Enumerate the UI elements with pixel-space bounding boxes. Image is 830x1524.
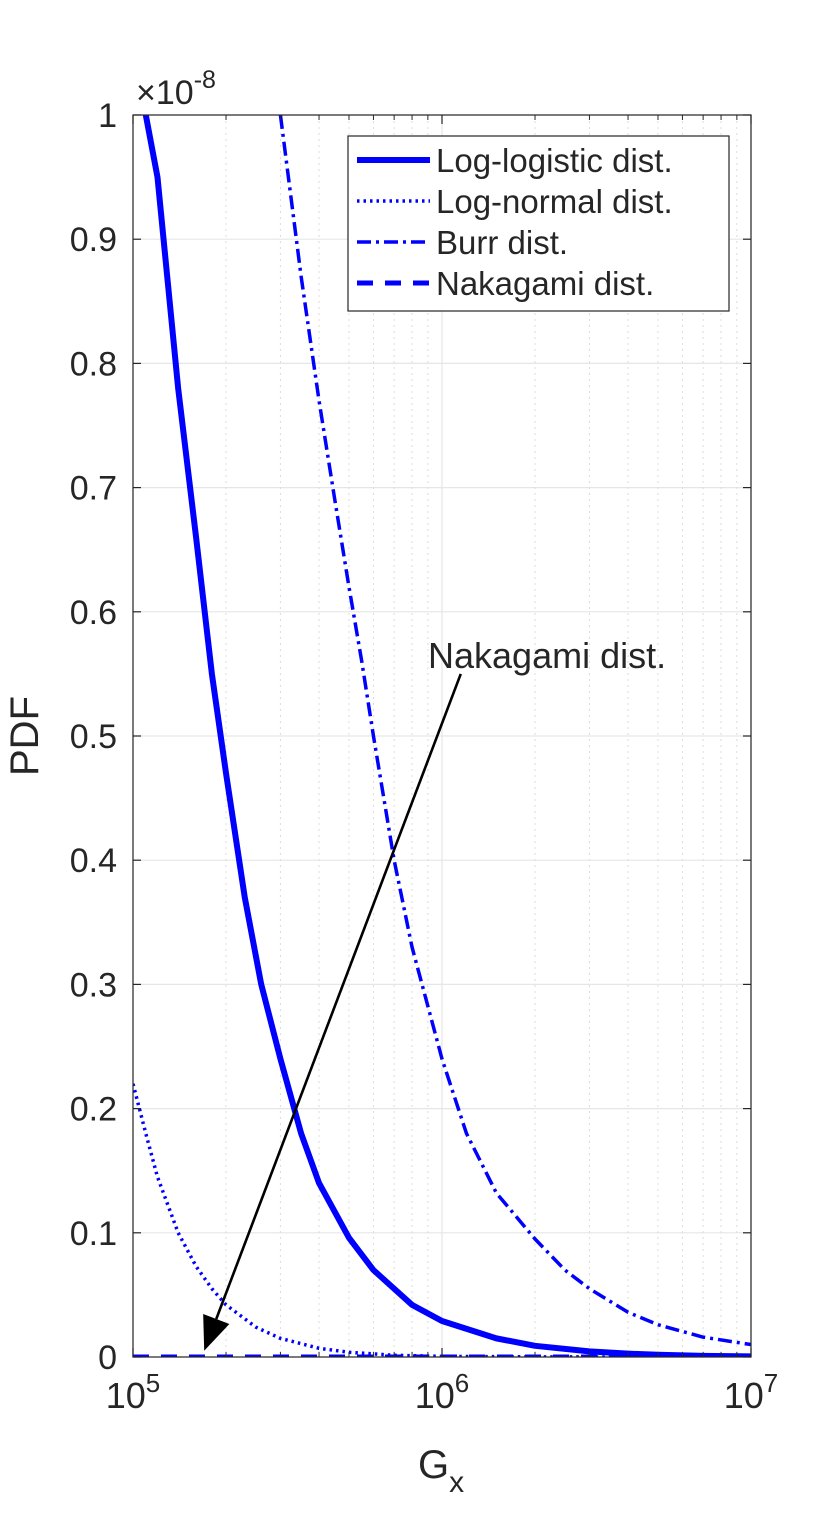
y-tick-label: 0.4 — [70, 842, 117, 880]
y-tick-label: 0.9 — [70, 221, 117, 259]
legend-label: Burr dist. — [436, 224, 568, 261]
series-line-dotted — [133, 1083, 751, 1357]
annotation-arrow-line — [215, 673, 462, 1320]
series-line-solid — [142, 115, 751, 1357]
series-line-dashdot — [278, 115, 751, 1347]
x-tick-label: 105 — [106, 1368, 161, 1416]
y-axis-label: PDF — [3, 696, 47, 776]
legend-label: Log-normal dist. — [436, 183, 673, 220]
y-tick-label: 1 — [98, 97, 117, 135]
y-tick-label: 0.3 — [70, 966, 117, 1004]
y-multiplier: ×10-8 — [136, 66, 216, 112]
y-tick-label: 0.5 — [70, 718, 117, 756]
legend-label: Nakagami dist. — [436, 265, 654, 302]
y-tick-label: 0.8 — [70, 345, 117, 383]
y-multiplier-exponent: -8 — [194, 66, 216, 94]
y-tick-label: 0.6 — [70, 594, 117, 632]
legend: Log-logistic dist. Log-normal dist. Burr d… — [347, 135, 730, 312]
x-tick-label: 106 — [415, 1368, 470, 1416]
annotation-label: Nakagami dist. — [428, 635, 666, 676]
annotation-arrow-head — [203, 1314, 230, 1351]
y-tick-label: 0 — [98, 1339, 117, 1377]
y-tick-label: 0.2 — [70, 1091, 117, 1129]
x-axis-label-subscript: x — [449, 1466, 464, 1499]
y-tick-label: 0.7 — [70, 470, 117, 508]
series-layer — [133, 115, 751, 1357]
annotation: Nakagami dist. — [203, 635, 666, 1351]
legend-label: Log-logistic dist. — [436, 142, 673, 179]
y-tick-label: 0.1 — [70, 1215, 117, 1253]
ticks: 0 0.1 0.2 0.3 0.4 0.5 0.6 0.7 0.8 0.9 1 105 106 107 — [70, 97, 779, 1416]
legend-box — [347, 135, 730, 312]
x-axis-label: Gx — [418, 1443, 464, 1499]
x-tick-label: 107 — [724, 1368, 779, 1416]
